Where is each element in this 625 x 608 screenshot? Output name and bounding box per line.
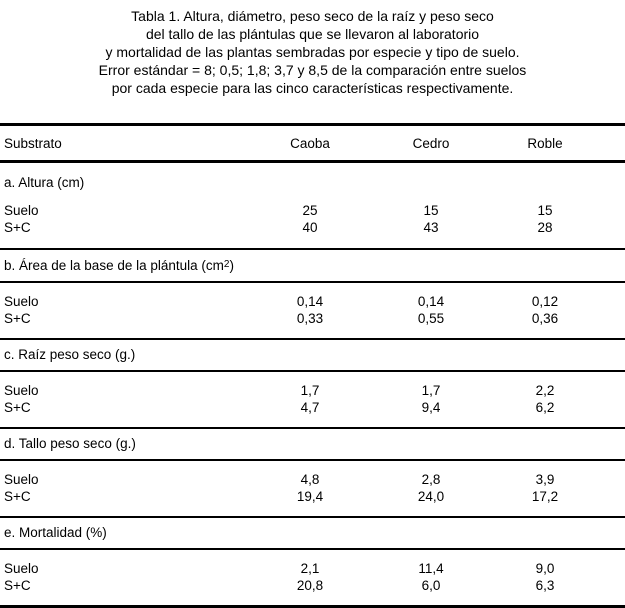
value-cell: 20,8: [296, 578, 324, 593]
table-bottom-rule: [0, 605, 625, 608]
section-e-top-rule: [0, 516, 625, 518]
value-cell: 6,2: [535, 400, 555, 415]
value-cell: 40: [302, 220, 318, 235]
section-e-bottom-rule: [0, 548, 625, 550]
table-row-b-suelo: Suelo 0,14 0,14 0,12: [0, 293, 625, 310]
row-label: Suelo: [4, 472, 39, 487]
table-row-e-suelo: Suelo 2,1 11,4 9,0: [0, 560, 625, 577]
section-d-top-rule: [0, 427, 625, 429]
section-c-top-rule: [0, 338, 625, 340]
table-top-rule: [0, 123, 625, 126]
value-cell: 17,2: [531, 489, 559, 504]
caption-line-1: Tabla 1. Altura, diámetro, peso seco de …: [131, 8, 494, 24]
column-header-cedro: Cedro: [412, 136, 450, 151]
value-cell: 9,0: [535, 561, 555, 576]
superscript-2: 2: [223, 259, 230, 270]
section-b-label-text: b. Área de la base de la plántula (cm: [4, 258, 224, 273]
value-cell: 11,4: [418, 561, 444, 576]
section-d-bottom-rule: [0, 459, 625, 461]
section-d-label: d. Tallo peso seco (g.): [4, 436, 136, 451]
section-b-label-close: ): [229, 258, 234, 273]
column-header-substrato: Substrato: [4, 136, 62, 151]
table-row-d-sc: S+C 19,4 24,0 17,2: [0, 488, 625, 505]
table-row-c-sc: S+C 4,7 9,4 6,2: [0, 399, 625, 416]
value-cell: 0,14: [417, 294, 445, 309]
column-header-caoba: Caoba: [290, 136, 330, 151]
row-label: Suelo: [4, 294, 39, 309]
value-cell: 15: [423, 203, 439, 218]
value-cell: 0,12: [531, 294, 559, 309]
value-cell: 4,7: [300, 400, 320, 415]
table-row-a-sc: S+C 40 43 28: [0, 219, 625, 236]
value-cell: 24,0: [417, 489, 445, 504]
row-label: Suelo: [4, 203, 39, 218]
value-cell: 9,4: [421, 400, 441, 415]
table-row-e-sc: S+C 20,8 6,0 6,3: [0, 577, 625, 594]
section-a-label: a. Altura (cm): [4, 175, 85, 190]
row-label: S+C: [4, 311, 31, 326]
header-bottom-rule: [0, 160, 625, 163]
row-label: S+C: [4, 489, 31, 504]
value-cell: 1,7: [421, 383, 441, 398]
value-cell: 15: [537, 203, 553, 218]
value-cell: 6,3: [535, 578, 555, 593]
value-cell: 2,8: [421, 472, 441, 487]
table-row-b-sc: S+C 0,33 0,55 0,36: [0, 310, 625, 327]
caption-line-3: y mortalidad de las plantas sembradas po…: [105, 44, 520, 60]
table-caption: Tabla 1. Altura, diámetro, peso seco de …: [0, 0, 625, 97]
value-cell: 3,9: [535, 472, 555, 487]
row-label: S+C: [4, 220, 31, 235]
value-cell: 2,1: [300, 561, 320, 576]
column-header-roble: Roble: [527, 136, 563, 151]
section-c-bottom-rule: [0, 370, 625, 372]
section-b-label: b. Área de la base de la plántula (cm2): [0, 258, 625, 273]
caption-line-2: del tallo de las plántulas que se llevar…: [145, 26, 480, 42]
value-cell: 0,55: [417, 311, 445, 326]
section-c-label: c. Raíz peso seco (g.): [4, 347, 136, 362]
row-label: Suelo: [4, 383, 39, 398]
section-e-label: e. Mortalidad (%): [4, 525, 107, 540]
data-table: Substrato Caoba Cedro Roble a. Altura (c…: [0, 123, 625, 608]
table-header-row: Substrato Caoba Cedro Roble: [0, 126, 625, 160]
section-b-bottom-rule: [0, 281, 625, 283]
value-cell: 28: [537, 220, 553, 235]
caption-line-4: Error estándar = 8; 0,5; 1,8; 3,7 y 8,5 …: [98, 62, 527, 78]
value-cell: 25: [302, 203, 318, 218]
value-cell: 43: [423, 220, 439, 235]
table-row-d-suelo: Suelo 4,8 2,8 3,9: [0, 471, 625, 488]
value-cell: 19,4: [296, 489, 324, 504]
value-cell: 1,7: [300, 383, 320, 398]
value-cell: 0,36: [531, 311, 559, 326]
value-cell: 2,2: [535, 383, 555, 398]
value-cell: 0,14: [296, 294, 324, 309]
table-row-a-suelo: Suelo 25 15 15: [0, 202, 625, 219]
row-label: Suelo: [4, 561, 39, 576]
section-b-top-rule: [0, 248, 625, 250]
row-label: S+C: [4, 400, 31, 415]
value-cell: 4,8: [300, 472, 320, 487]
value-cell: 6,0: [421, 578, 441, 593]
value-cell: 0,33: [296, 311, 324, 326]
row-label: S+C: [4, 578, 31, 593]
table-row-c-suelo: Suelo 1,7 1,7 2,2: [0, 382, 625, 399]
caption-line-5: por cada especie para las cinco caracter…: [111, 80, 514, 96]
